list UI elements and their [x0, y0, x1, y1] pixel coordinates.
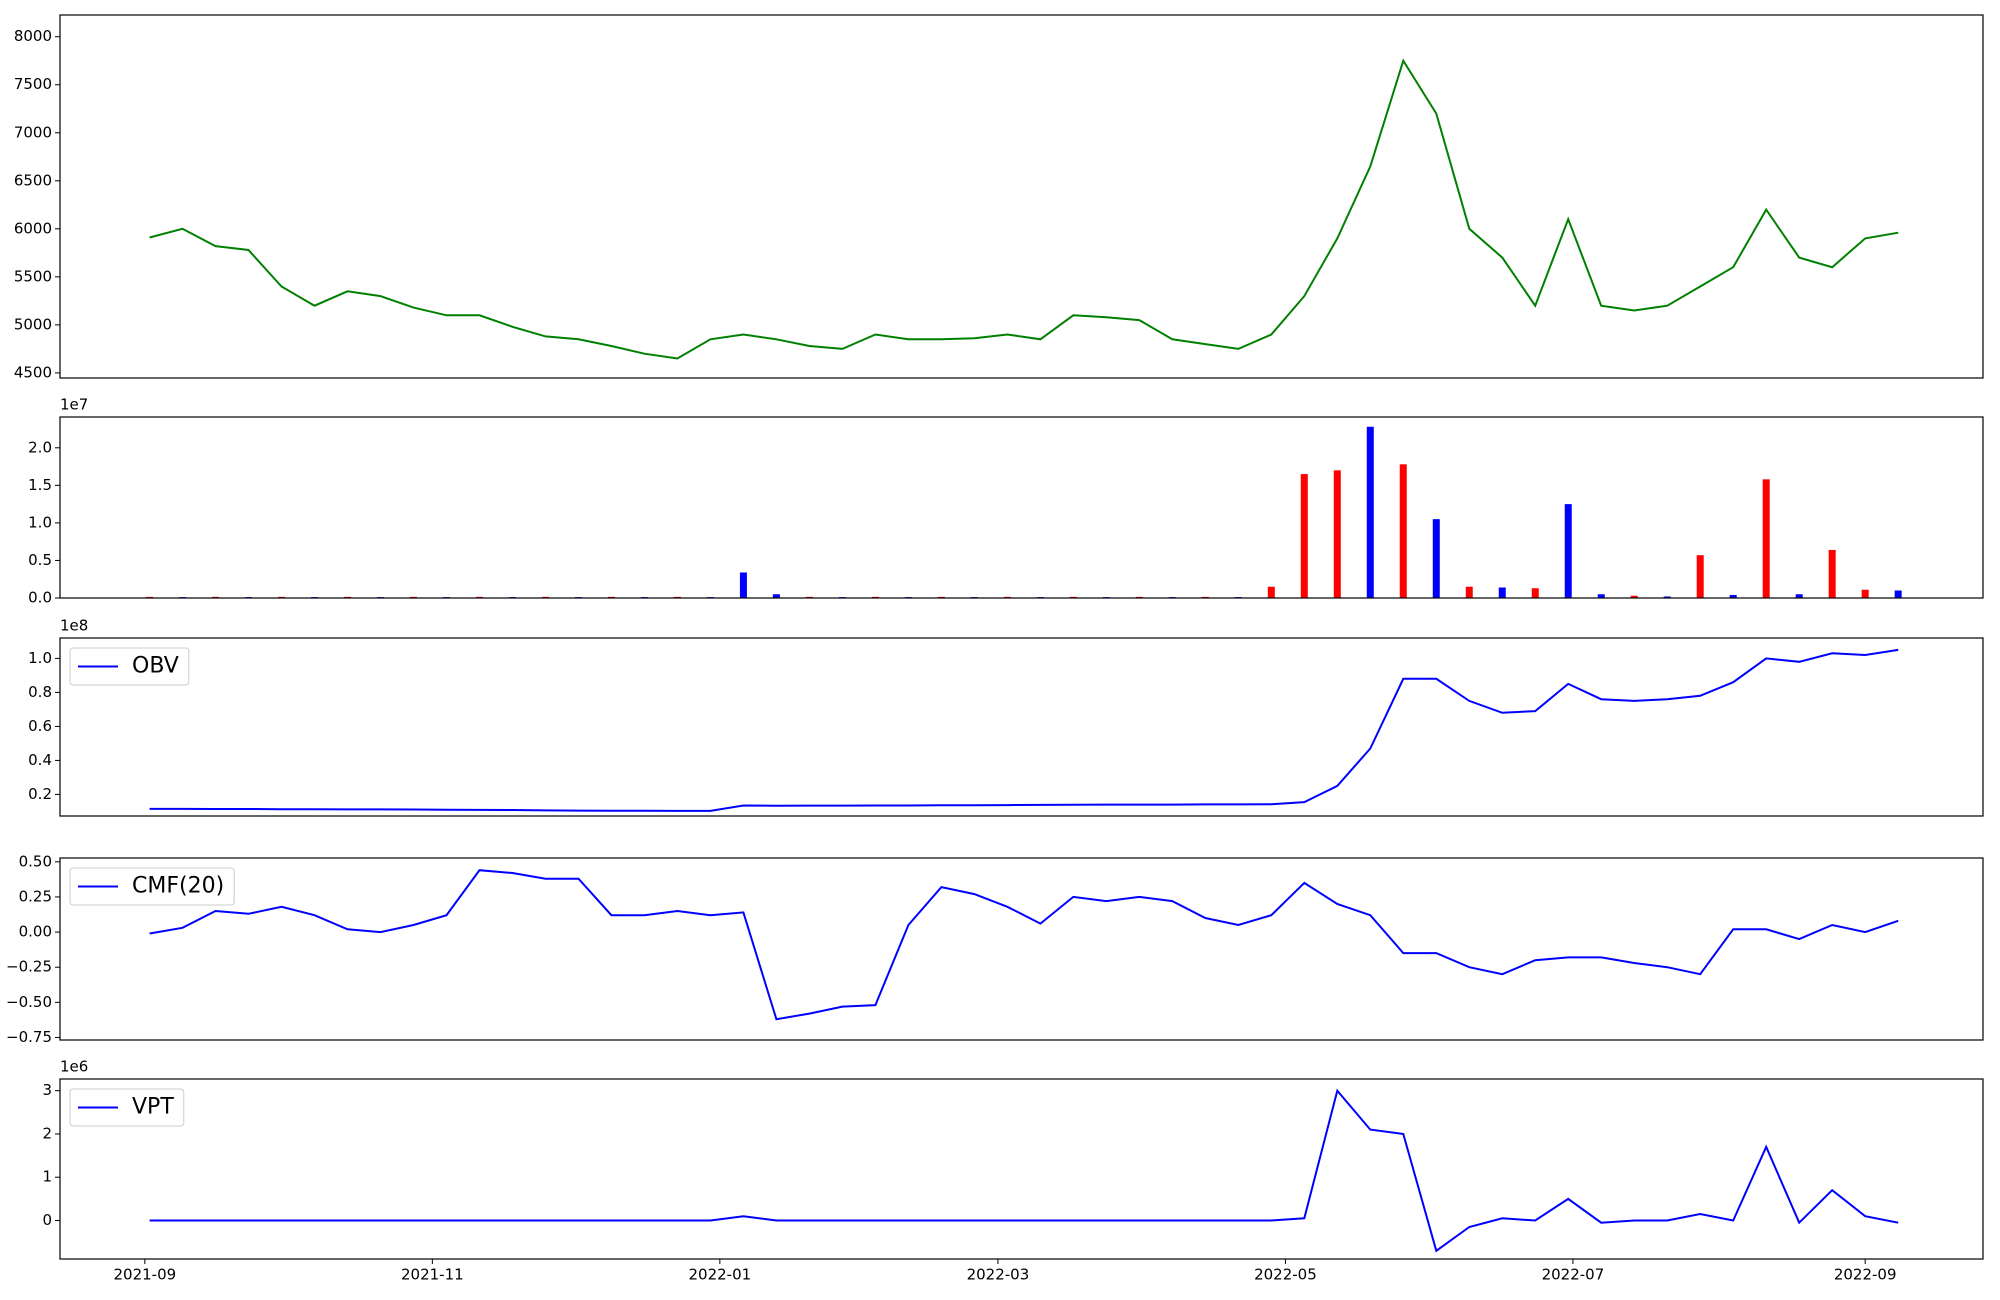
volume-bar — [739, 572, 747, 598]
x-tick-label: 2022-09 — [1834, 1266, 1897, 1284]
legend-label: CMF(20) — [132, 874, 224, 899]
volume-bar — [1696, 555, 1704, 598]
axes-frame — [59, 416, 1984, 599]
legend-label: OBV — [132, 654, 179, 679]
volume-bar — [1333, 470, 1341, 598]
offset-label: 1e7 — [60, 396, 88, 414]
y-tick-label: −0.25 — [6, 958, 52, 976]
x-tick-label: 2022-03 — [967, 1266, 1030, 1284]
x-tick-label: 2022-01 — [689, 1266, 752, 1284]
y-tick-label: 3 — [42, 1081, 52, 1099]
volume-bar — [1597, 594, 1605, 598]
volume-bar — [1762, 479, 1770, 598]
series-line — [149, 1088, 1899, 1253]
axes-frame — [59, 637, 1984, 817]
volume-bar — [1828, 549, 1836, 598]
axes-frame — [59, 14, 1984, 379]
y-tick-label: −0.75 — [6, 1028, 52, 1046]
volume-bar — [1861, 589, 1869, 598]
volume-bar — [1498, 587, 1506, 598]
y-tick-label: 4500 — [14, 363, 52, 381]
y-tick-label: 1.5 — [28, 476, 52, 494]
volume-bar — [1894, 590, 1902, 598]
volume-bar — [1366, 426, 1374, 598]
y-tick-label: 2 — [42, 1124, 52, 1142]
volume-bar — [1300, 474, 1308, 598]
y-tick-label: 0.6 — [28, 717, 52, 735]
x-tick-label: 2021-11 — [401, 1266, 464, 1284]
y-tick-label: 2.0 — [28, 438, 52, 456]
volume-bar — [1399, 464, 1407, 598]
volume-bar — [772, 594, 780, 598]
legend: CMF(20) — [69, 867, 235, 906]
y-tick-label: 0.00 — [19, 923, 52, 941]
legend-box — [69, 867, 235, 906]
volume-bar — [1432, 519, 1440, 598]
x-tick-label: 2022-05 — [1254, 1266, 1317, 1284]
y-tick-label: 0.25 — [19, 887, 52, 905]
offset-label: 1e6 — [60, 1058, 88, 1076]
legend: OBV — [69, 647, 190, 686]
legend-label: VPT — [132, 1095, 174, 1120]
y-tick-label: 0.5 — [28, 551, 52, 569]
panel: 0 1 2 3 1e6 VPT 2021-09 2021-11 2022-01 2022-03 20… — [42, 1058, 1984, 1284]
series-line — [149, 869, 1899, 1021]
panel: 4500 5000 5500 6000 6500 7000 7500 8000 — [14, 14, 1984, 381]
y-tick-label: 0 — [42, 1211, 52, 1229]
offset-label: 1e8 — [60, 617, 88, 635]
legend-box — [69, 1088, 185, 1127]
panel: 0.50 0.25 0.00 −0.25 −0.50 −0.75 CMF(20) — [6, 852, 1984, 1046]
y-tick-label: 0.2 — [28, 785, 52, 803]
series-line — [149, 648, 1899, 812]
y-tick-label: 5500 — [14, 267, 52, 285]
volume-bar — [1267, 586, 1275, 598]
axes-frame — [59, 857, 1984, 1041]
series-line — [149, 58, 1899, 360]
y-tick-label: 6500 — [14, 171, 52, 189]
panel: 0.0 0.5 1.0 1.5 2.0 1e7 — [28, 396, 1984, 607]
volume-bar — [1795, 594, 1803, 598]
y-tick-label: −0.50 — [6, 993, 52, 1011]
y-tick-label: 5000 — [14, 315, 52, 333]
volume-bar — [1465, 586, 1473, 598]
y-tick-label: 1 — [42, 1168, 52, 1186]
y-tick-label: 0.50 — [19, 852, 52, 870]
y-tick-label: 1.0 — [28, 649, 52, 667]
y-tick-label: 8000 — [14, 27, 52, 45]
legend-box — [69, 647, 190, 686]
x-tick-label: 2022-07 — [1542, 1266, 1605, 1284]
volume-bar — [1564, 504, 1572, 598]
volume-bar — [1663, 596, 1671, 598]
y-tick-label: 1.0 — [28, 513, 52, 531]
volume-bar — [1729, 594, 1737, 598]
y-tick-label: 6000 — [14, 219, 52, 237]
axes-frame — [59, 1078, 1984, 1260]
volume-bar — [1531, 588, 1539, 598]
y-tick-label: 0.4 — [28, 751, 52, 769]
y-tick-label: 7000 — [14, 123, 52, 141]
y-tick-label: 0.0 — [28, 589, 52, 607]
y-tick-label: 0.8 — [28, 683, 52, 701]
x-tick-label: 2021-09 — [113, 1266, 176, 1284]
panel: 0.2 0.4 0.6 0.8 1.0 1e8 OBV — [28, 617, 1984, 817]
volume-bar — [1630, 595, 1638, 598]
legend: VPT — [69, 1088, 185, 1127]
y-tick-label: 7500 — [14, 75, 52, 93]
